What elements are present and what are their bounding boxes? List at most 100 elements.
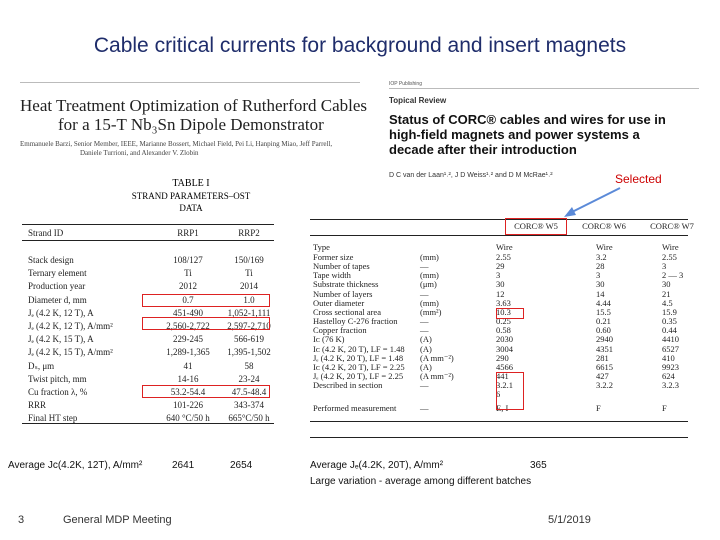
corc-cell: 6 (496, 389, 501, 400)
left-table-row-label: Jₑ (4.2 K, 12 T), A (28, 307, 94, 318)
corc-cell: 2.55 (496, 252, 511, 262)
left-table-cell: 58 (244, 360, 254, 371)
corc-cell: F (662, 403, 667, 414)
corc-cell: 3.63 (496, 297, 511, 308)
corc-cell: 3.2.2 (596, 380, 613, 391)
corc-row-label: Outer diameter (313, 297, 365, 308)
corc-cell: 0.25 (496, 316, 511, 327)
corc-cell: 2940 (596, 334, 613, 345)
variation-note: Large variation - average among differen… (310, 476, 532, 487)
slide-date: 5/1/2019 (548, 514, 591, 526)
left-table-cell: 150/169 (234, 255, 264, 265)
corc-cell: 4410 (662, 334, 679, 345)
corc-cell: 30 (596, 279, 605, 290)
corc-cell: 2030 (496, 334, 513, 345)
left-table-cell: 2012 (179, 281, 197, 292)
corc-row-unit: (mm²) (420, 306, 442, 317)
corc-cell: 4.5 (662, 297, 673, 308)
left-table-cell: 41 (183, 360, 193, 371)
left-table-cell: 1,289-1,365 (166, 347, 210, 358)
left-table-cell: 14-16 (177, 373, 199, 384)
left-table-cell: 53.2-54.4 (170, 387, 206, 397)
corc-cell: 0.35 (662, 316, 677, 327)
left-table-row-label: Dₛ, μm (28, 360, 55, 371)
page-number: 3 (18, 514, 25, 526)
corc-row-label: Number of tapes (313, 261, 370, 272)
corc-row-unit: — (420, 261, 429, 272)
corc-cell: 4566 (496, 361, 513, 372)
corc-cell: 3 (662, 261, 667, 272)
corc-column-header: CORC® W5 (514, 221, 558, 231)
corc-cell: 3.2 (596, 252, 607, 262)
corc-cell: 4.44 (596, 297, 611, 308)
left-table-row-label: Jₑ (4.2 K, 12 T), A/mm² (28, 321, 113, 331)
left-table-top-rule (22, 224, 274, 225)
left-paper-header-rule (20, 82, 360, 83)
corc-row-label: Number of layers (313, 288, 373, 299)
corc-cell: 624 (662, 370, 675, 381)
corc-row-label: Iᴄ (4.2 K, 20 T), LF = 2.25 (313, 361, 405, 372)
left-table-row-label: Jₑ (4.2 K, 15 T), A (28, 334, 94, 345)
right-paper-title-line2: high-field magnets and power systems a (389, 127, 640, 142)
footer-text: General MDP Meeting (63, 514, 172, 526)
highlight-cu-fraction (142, 385, 270, 398)
right-table-bottom-rule (310, 437, 688, 438)
right-paper-title-line3: decade after their introduction (389, 142, 577, 157)
corc-row-unit: — (420, 403, 429, 414)
left-table-cell: 1,395-1,502 (227, 347, 271, 358)
corc-row-unit: — (420, 325, 429, 336)
corc-row-unit: (μm) (420, 279, 437, 290)
left-table-row-label: Final HT step (28, 413, 78, 424)
left-table-row-label: Ternary element (28, 268, 87, 279)
selected-label: Selected (615, 172, 662, 186)
corc-cell: 10.3 (496, 306, 511, 317)
corc-cell: 29 (496, 261, 505, 272)
right-average-value: 365 (530, 460, 547, 471)
left-table-row-label: RRR (28, 400, 47, 411)
left-table-row-label: Twist pitch, mm (28, 373, 87, 384)
corc-cell: F (596, 403, 601, 414)
right-paper-authors: D C van der Laan¹˒², J D Weiss¹˒² and D … (389, 172, 553, 179)
right-paper-header: IOP Publishing (389, 72, 699, 89)
corc-cell: 14 (596, 288, 605, 299)
corc-cell: 2.55 (662, 252, 677, 262)
right-average-label: Average Jₑ(4.2K, 20T), A/mm² (310, 460, 444, 471)
corc-cell: 3.2.3 (662, 380, 679, 391)
right-table-top-rule (310, 219, 688, 220)
left-table-row-label: Diameter d, mm (28, 294, 87, 305)
left-table-cell: 229-245 (173, 334, 203, 345)
corc-row-label: Iᴄ (76 K) (313, 334, 345, 345)
left-average-rrp2: 2654 (230, 460, 253, 471)
left-table-cell: 1.0 (243, 294, 255, 305)
corc-row-label: Hastelloy C-276 fraction (313, 316, 398, 327)
left-paper-title-line1: Heat Treatment Optimization of Rutherfor… (20, 96, 368, 115)
left-table-caption-line1: TABLE I (172, 178, 210, 189)
left-table-header: RRP2 (238, 228, 260, 238)
corc-row-unit: (A mm⁻²) (420, 352, 454, 363)
highlight-w5-critical-values (496, 372, 524, 410)
left-table-row-label: Jₑ (4.2 K, 15 T), A/mm² (28, 347, 113, 358)
right-paper-title: Status of CORC® cables and wires for use… (389, 112, 666, 157)
left-table-bottom-rule (22, 423, 274, 424)
corc-type-label: Type (313, 242, 330, 252)
highlight-diameter (142, 294, 270, 307)
corc-row-label: Tape width (313, 270, 351, 281)
corc-row-unit: (A) (420, 334, 432, 345)
right-table-header-rule (310, 235, 688, 236)
corc-cell: 15.5 (596, 306, 611, 317)
left-table-row-label: Stack design (28, 255, 74, 265)
corc-type-value: Wire (496, 242, 513, 252)
right-table-mid-rule (310, 421, 688, 422)
left-table-cell: Ti (245, 268, 253, 279)
corc-cell: 6615 (596, 361, 613, 372)
corc-cell: 15.9 (662, 306, 677, 317)
corc-cell: 441 (496, 370, 509, 381)
corc-type-value: Wire (596, 242, 613, 252)
corc-row-unit: — (420, 316, 429, 327)
left-paper-authors-line2: Daniele Turrioni, and Alexander V. Zlobi… (80, 149, 199, 157)
corc-row-label: Jₑ (4.2 K, 20 T), LF = 1.48 (313, 352, 404, 363)
corc-row-label: Iᴄ (4.2 K, 20 T), LF = 1.48 (313, 343, 405, 354)
corc-cell: 3.2.1 (496, 380, 513, 391)
left-paper-title-line2: for a 15-T Nb₃Sn Dipole Demonstrator (58, 115, 324, 134)
topical-review-label: Topical Review (389, 96, 447, 105)
